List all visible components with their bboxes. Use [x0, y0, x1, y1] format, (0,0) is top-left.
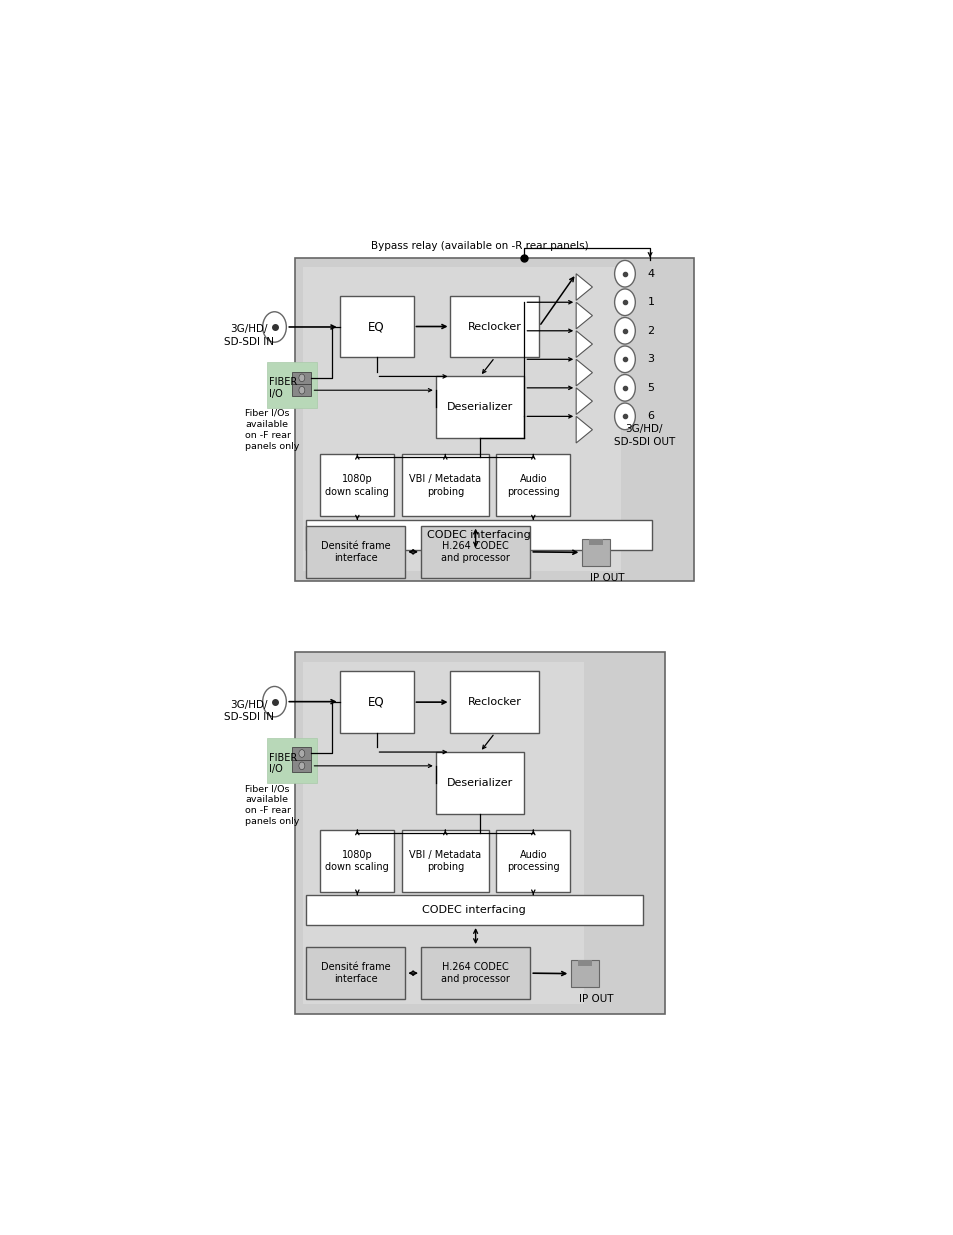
- FancyBboxPatch shape: [305, 526, 405, 578]
- Circle shape: [614, 374, 635, 401]
- Text: Audio
processing: Audio processing: [506, 474, 559, 496]
- Text: 2: 2: [646, 326, 654, 336]
- Text: 3: 3: [647, 354, 654, 364]
- Circle shape: [298, 750, 305, 757]
- Polygon shape: [576, 331, 592, 357]
- Text: Densité frame
interface: Densité frame interface: [320, 962, 390, 984]
- Text: Reclocker: Reclocker: [467, 697, 521, 708]
- FancyBboxPatch shape: [339, 295, 413, 357]
- Text: Reclocker: Reclocker: [467, 321, 521, 331]
- Text: Densité frame
interface: Densité frame interface: [320, 541, 390, 563]
- FancyBboxPatch shape: [581, 538, 610, 566]
- Text: Deserializer: Deserializer: [446, 403, 513, 412]
- Text: CODEC interfacing: CODEC interfacing: [422, 905, 525, 915]
- Polygon shape: [576, 303, 592, 329]
- Circle shape: [614, 403, 635, 430]
- Text: FIBER
I/O: FIBER I/O: [269, 377, 297, 399]
- Text: 1080p
down scaling: 1080p down scaling: [325, 474, 389, 496]
- FancyBboxPatch shape: [305, 947, 405, 999]
- Circle shape: [614, 261, 635, 287]
- FancyBboxPatch shape: [401, 454, 488, 516]
- Text: H.264 CODEC
and processor: H.264 CODEC and processor: [440, 962, 510, 984]
- Text: 6: 6: [647, 411, 654, 421]
- Circle shape: [614, 346, 635, 373]
- Polygon shape: [576, 274, 592, 300]
- Text: FIBER
I/O: FIBER I/O: [269, 752, 297, 774]
- Circle shape: [298, 762, 305, 769]
- FancyBboxPatch shape: [302, 662, 583, 1004]
- Circle shape: [614, 289, 635, 316]
- FancyBboxPatch shape: [305, 894, 642, 925]
- FancyBboxPatch shape: [436, 377, 524, 438]
- FancyBboxPatch shape: [305, 520, 651, 551]
- FancyBboxPatch shape: [589, 538, 602, 545]
- Text: H.264 CODEC
and processor: H.264 CODEC and processor: [440, 541, 510, 563]
- FancyBboxPatch shape: [401, 830, 488, 892]
- FancyBboxPatch shape: [292, 760, 311, 772]
- Text: IP OUT: IP OUT: [578, 994, 613, 1004]
- FancyBboxPatch shape: [267, 737, 317, 783]
- Circle shape: [262, 311, 286, 342]
- Polygon shape: [576, 388, 592, 415]
- Text: CODEC interfacing: CODEC interfacing: [426, 530, 530, 540]
- FancyBboxPatch shape: [436, 752, 524, 814]
- FancyBboxPatch shape: [294, 652, 664, 1014]
- FancyBboxPatch shape: [320, 454, 394, 516]
- Text: VBI / Metadata
probing: VBI / Metadata probing: [409, 474, 481, 496]
- Circle shape: [262, 687, 286, 716]
- FancyBboxPatch shape: [267, 362, 317, 408]
- Text: 4: 4: [646, 269, 654, 279]
- FancyBboxPatch shape: [292, 372, 311, 384]
- FancyBboxPatch shape: [578, 961, 592, 966]
- Polygon shape: [576, 359, 592, 385]
- FancyBboxPatch shape: [320, 830, 394, 892]
- Text: Fiber I/Os
available
on -F rear
panels only: Fiber I/Os available on -F rear panels o…: [245, 784, 299, 826]
- Text: Fiber I/Os
available
on -F rear
panels only: Fiber I/Os available on -F rear panels o…: [245, 409, 299, 451]
- FancyBboxPatch shape: [420, 526, 530, 578]
- Text: 1: 1: [647, 298, 654, 308]
- Text: IP OUT: IP OUT: [589, 573, 624, 583]
- FancyBboxPatch shape: [420, 947, 530, 999]
- FancyBboxPatch shape: [292, 747, 311, 760]
- FancyBboxPatch shape: [450, 672, 538, 734]
- Text: EQ: EQ: [368, 695, 384, 709]
- Text: 5: 5: [647, 383, 654, 393]
- Text: 3G/HD/
SD-SDI IN: 3G/HD/ SD-SDI IN: [223, 700, 274, 722]
- Polygon shape: [576, 416, 592, 443]
- FancyBboxPatch shape: [339, 672, 413, 734]
- FancyBboxPatch shape: [294, 258, 694, 580]
- Circle shape: [298, 387, 305, 394]
- FancyBboxPatch shape: [302, 267, 619, 572]
- Text: 3G/HD/
SD-SDI IN: 3G/HD/ SD-SDI IN: [223, 325, 274, 347]
- Text: Deserializer: Deserializer: [446, 778, 513, 788]
- FancyBboxPatch shape: [571, 961, 598, 987]
- Circle shape: [298, 374, 305, 382]
- FancyBboxPatch shape: [450, 295, 538, 357]
- Text: Bypass relay (available on -R rear panels): Bypass relay (available on -R rear panel…: [371, 241, 588, 251]
- Text: Audio
processing: Audio processing: [506, 850, 559, 872]
- FancyBboxPatch shape: [292, 384, 311, 396]
- Text: VBI / Metadata
probing: VBI / Metadata probing: [409, 850, 481, 872]
- FancyBboxPatch shape: [496, 454, 570, 516]
- Text: EQ: EQ: [368, 320, 384, 333]
- Text: 3G/HD/
SD-SDI OUT: 3G/HD/ SD-SDI OUT: [613, 424, 674, 447]
- Circle shape: [614, 317, 635, 345]
- FancyBboxPatch shape: [496, 830, 570, 892]
- Text: 1080p
down scaling: 1080p down scaling: [325, 850, 389, 872]
